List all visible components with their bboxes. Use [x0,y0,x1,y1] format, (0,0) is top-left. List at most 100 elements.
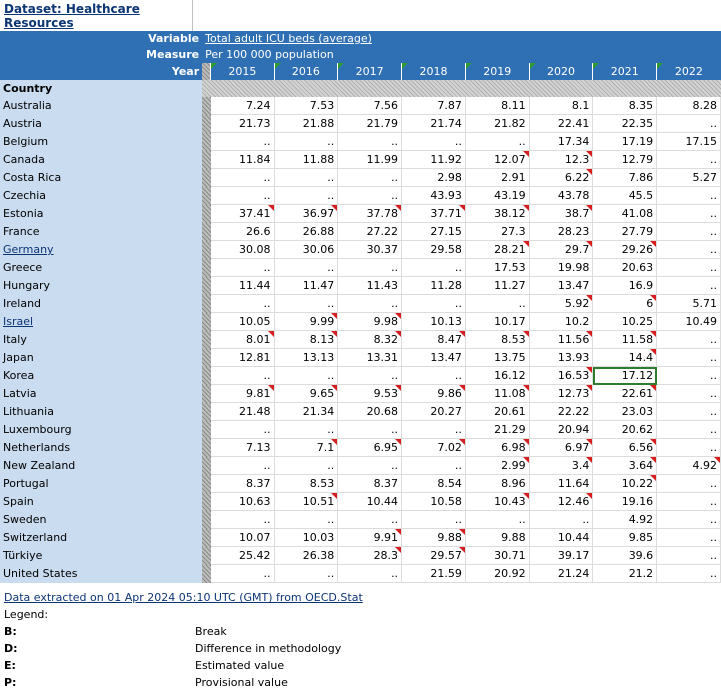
value-cell[interactable]: 14.4 [592,348,658,367]
value-cell[interactable]: 21.59 [401,564,466,583]
value-cell[interactable]: 21.88 [274,114,339,133]
value-cell[interactable]: 9.91 [337,528,403,547]
country-name[interactable]: Germany [0,240,203,259]
value-cell[interactable]: .. [656,276,721,295]
value-cell[interactable]: 7.53 [274,97,339,115]
value-cell[interactable]: 28.23 [529,222,594,241]
value-cell[interactable]: 29.7 [529,240,594,259]
value-cell[interactable]: 8.11 [465,97,530,115]
value-cell[interactable]: 19.98 [529,258,594,277]
value-cell[interactable]: 30.08 [210,240,275,259]
value-cell[interactable]: .. [656,420,721,439]
value-cell[interactable]: .. [210,258,275,277]
year-header-2018[interactable]: 2018 [401,63,466,80]
source-link[interactable]: Data extracted on 01 Apr 2024 05:10 UTC … [4,591,363,604]
value-cell[interactable]: 11.99 [337,150,403,169]
value-cell[interactable]: .. [210,510,275,529]
value-cell[interactable]: 6.22 [529,168,594,187]
value-cell[interactable]: 10.17 [465,312,530,331]
value-cell[interactable]: .. [656,258,721,277]
value-cell[interactable]: .. [401,366,466,385]
value-cell[interactable]: 20.61 [465,402,530,421]
value-cell[interactable]: 10.07 [210,528,275,547]
value-cell[interactable]: 39.17 [529,546,594,565]
value-cell[interactable]: 19.16 [592,492,658,511]
value-cell[interactable]: .. [274,186,339,205]
value-cell[interactable]: .. [274,168,339,187]
value-cell[interactable]: 11.58 [592,330,658,349]
value-cell[interactable]: 37.78 [337,204,403,223]
value-cell[interactable]: 11.28 [401,276,466,295]
value-cell[interactable]: .. [337,258,403,277]
value-cell[interactable]: 2.99 [465,456,530,475]
value-cell[interactable]: 21.24 [529,564,594,583]
value-cell[interactable]: 9.88 [401,528,466,547]
value-cell[interactable]: 4.92 [592,510,658,529]
value-cell[interactable]: 7.56 [337,97,403,115]
value-cell[interactable]: 26.88 [274,222,339,241]
value-cell[interactable]: 13.75 [465,348,530,367]
value-cell[interactable]: 10.03 [274,528,339,547]
value-cell[interactable]: .. [465,510,530,529]
value-cell[interactable]: .. [401,510,466,529]
value-cell[interactable]: 37.71 [401,204,466,223]
value-cell[interactable]: 12.73 [529,384,594,403]
value-cell[interactable]: 26.6 [210,222,275,241]
value-cell[interactable]: 20.92 [465,564,530,583]
value-cell[interactable]: 11.43 [337,276,403,295]
value-cell[interactable]: 20.94 [529,420,594,439]
value-cell[interactable]: 21.74 [401,114,466,133]
value-cell[interactable]: 30.71 [465,546,530,565]
value-cell[interactable]: 20.62 [592,420,658,439]
value-cell[interactable]: 7.13 [210,438,275,457]
value-cell[interactable]: 6.56 [592,438,658,457]
value-cell[interactable]: 21.34 [274,402,339,421]
value-cell[interactable]: 21.29 [465,420,530,439]
year-header-2022[interactable]: 2022 [656,63,721,80]
value-cell[interactable]: .. [656,474,721,493]
value-cell[interactable]: .. [274,258,339,277]
value-cell[interactable]: 11.84 [210,150,275,169]
value-cell[interactable]: .. [274,456,339,475]
value-cell[interactable]: .. [656,186,721,205]
value-cell[interactable]: 5.92 [529,294,594,313]
value-cell[interactable]: .. [210,186,275,205]
value-cell[interactable]: .. [210,366,275,385]
value-cell[interactable]: 9.53 [337,384,403,403]
value-cell[interactable]: .. [337,132,403,151]
value-cell[interactable]: .. [274,132,339,151]
value-cell[interactable]: 16.12 [465,366,530,385]
value-cell[interactable]: 8.96 [465,474,530,493]
value-cell[interactable]: 8.32 [337,330,403,349]
value-cell[interactable]: 9.99 [274,312,339,331]
value-cell[interactable]: .. [274,294,339,313]
value-cell[interactable]: .. [274,510,339,529]
value-cell[interactable]: 6.98 [465,438,530,457]
value-cell[interactable]: 8.37 [210,474,275,493]
value-cell[interactable]: 13.13 [274,348,339,367]
value-cell[interactable]: .. [337,186,403,205]
value-cell[interactable]: 30.37 [337,240,403,259]
value-cell[interactable]: 10.58 [401,492,466,511]
value-cell[interactable]: 11.44 [210,276,275,295]
value-cell[interactable]: 7.24 [210,97,275,115]
value-cell[interactable]: 38.7 [529,204,594,223]
value-cell[interactable]: .. [656,222,721,241]
value-cell[interactable]: 11.47 [274,276,339,295]
value-cell[interactable]: .. [465,294,530,313]
value-cell[interactable]: 27.22 [337,222,403,241]
value-cell[interactable]: 3.4 [529,456,594,475]
value-cell[interactable]: .. [274,366,339,385]
value-cell[interactable]: 12.79 [592,150,658,169]
value-cell[interactable]: .. [529,510,594,529]
year-header-2020[interactable]: 2020 [528,63,593,80]
value-cell[interactable]: 11.56 [529,330,594,349]
value-cell[interactable]: .. [465,132,530,151]
value-cell[interactable]: .. [337,366,403,385]
value-cell[interactable]: 12.46 [529,492,594,511]
value-cell[interactable]: .. [337,510,403,529]
value-cell[interactable]: .. [656,366,721,385]
value-cell[interactable]: 21.48 [210,402,275,421]
value-cell[interactable]: 26.38 [274,546,339,565]
value-cell[interactable]: 7.86 [592,168,658,187]
